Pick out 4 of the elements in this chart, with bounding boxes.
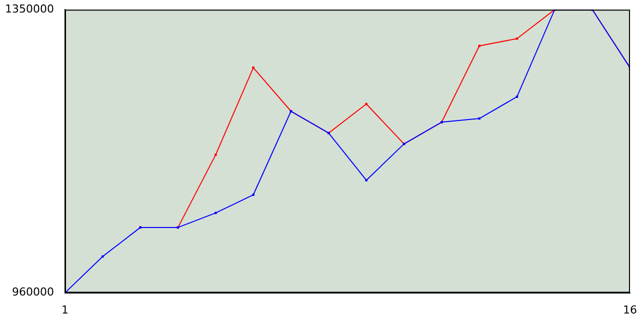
x-tick-label: 16 [623, 303, 637, 316]
y-tick-label: 1350000 [4, 2, 54, 16]
x-tick-label: 1 [61, 303, 68, 316]
y-tick-label: 960000 [12, 286, 54, 299]
